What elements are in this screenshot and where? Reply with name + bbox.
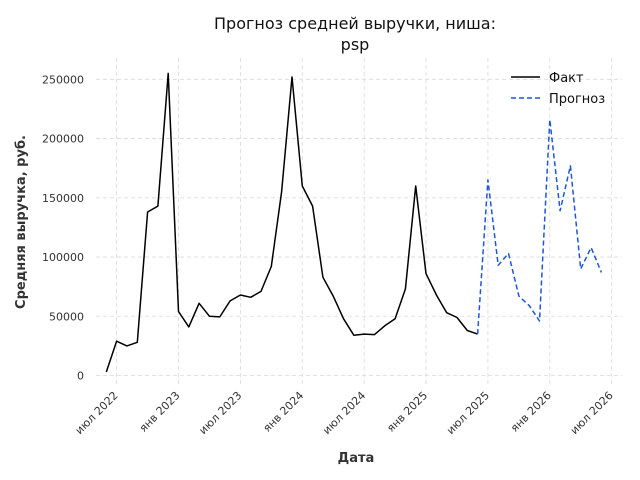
- x-axis-ticks: июл 2022 янв 2023 июл 2023 янв 2024 июл 2024…: [73, 389, 616, 437]
- y-tick-label: 200000: [42, 133, 84, 146]
- x-axis-label: Дата: [338, 451, 375, 466]
- forecast-series-line: [476, 118, 603, 335]
- y-axis-label: Средняя выручка, руб.: [14, 135, 29, 309]
- chart-title-line-1: Прогноз средней выручки, ниша:: [214, 14, 496, 33]
- x-tick-label: июл 2026: [568, 389, 616, 437]
- x-tick-label: июл 2025: [444, 389, 492, 437]
- y-tick-label: 50000: [49, 310, 84, 323]
- y-tick-label: 150000: [42, 192, 84, 205]
- legend: Факт Прогноз: [511, 71, 605, 107]
- x-tick-label: янв 2023: [137, 389, 183, 435]
- x-tick-label: июл 2022: [73, 389, 121, 437]
- chart-title-line-2: psp: [341, 35, 370, 54]
- legend-label-fact: Факт: [549, 71, 584, 86]
- x-tick-label: янв 2024: [261, 389, 307, 435]
- legend-label-forecast: Прогноз: [549, 92, 605, 107]
- x-tick-label: янв 2025: [384, 389, 430, 435]
- y-tick-label: 0: [77, 370, 84, 383]
- x-tick-label: июл 2023: [196, 389, 244, 437]
- series-lines: [105, 72, 603, 373]
- fact-series-line: [105, 72, 478, 373]
- y-tick-label: 100000: [42, 251, 84, 264]
- y-axis-ticks: 0 50000 100000 150000 200000 250000: [42, 73, 84, 382]
- grid: [96, 58, 622, 385]
- x-tick-label: июл 2024: [320, 389, 368, 437]
- y-tick-label: 250000: [42, 73, 84, 86]
- x-tick-label: янв 2026: [508, 389, 554, 435]
